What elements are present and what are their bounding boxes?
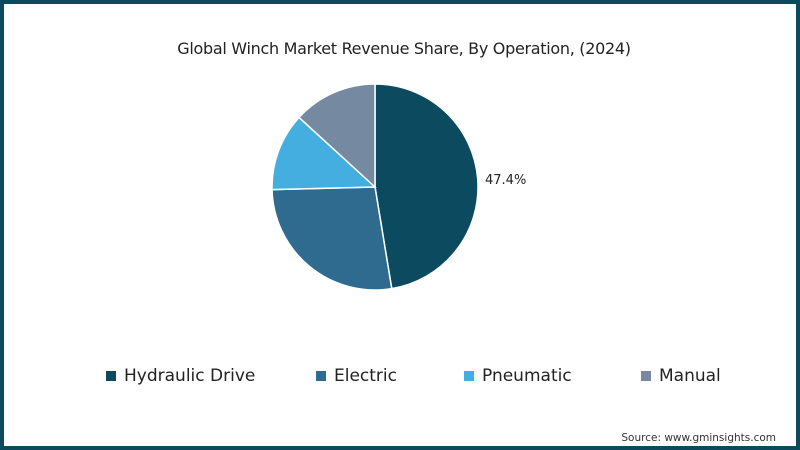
pie-slices bbox=[271, 83, 479, 291]
chart-title: Global Winch Market Revenue Share, By Op… bbox=[177, 39, 631, 58]
legend-item-manual: Manual bbox=[641, 366, 721, 386]
legend-label: Hydraulic Drive bbox=[124, 366, 256, 386]
legend-swatch-manual bbox=[641, 371, 651, 381]
legend-label: Manual bbox=[659, 366, 721, 386]
legend-item-pneumatic: Pneumatic bbox=[464, 366, 572, 386]
slice-label-hydraulic-drive: 47.4% bbox=[485, 173, 526, 188]
legend-label: Electric bbox=[334, 366, 397, 386]
pie-slice-pneumatic bbox=[271, 116, 377, 191]
source-note: Source: www.gminsights.com bbox=[621, 432, 776, 444]
pie-chart: 47.4% bbox=[271, 83, 526, 291]
chart-legend: Hydraulic Drive Electric Pneumatic Manua… bbox=[4, 366, 800, 390]
legend-item-electric: Electric bbox=[316, 366, 397, 386]
pie-slice-hydraulic-drive bbox=[374, 83, 479, 290]
legend-swatch-electric bbox=[316, 371, 326, 381]
pie-slice-electric bbox=[271, 186, 393, 291]
legend-label: Pneumatic bbox=[482, 366, 572, 386]
legend-item-hydraulic-drive: Hydraulic Drive bbox=[106, 366, 255, 386]
legend-swatch-hydraulic-drive bbox=[106, 371, 116, 381]
pie-slice-manual bbox=[297, 83, 376, 189]
legend-swatch-pneumatic bbox=[464, 371, 474, 381]
